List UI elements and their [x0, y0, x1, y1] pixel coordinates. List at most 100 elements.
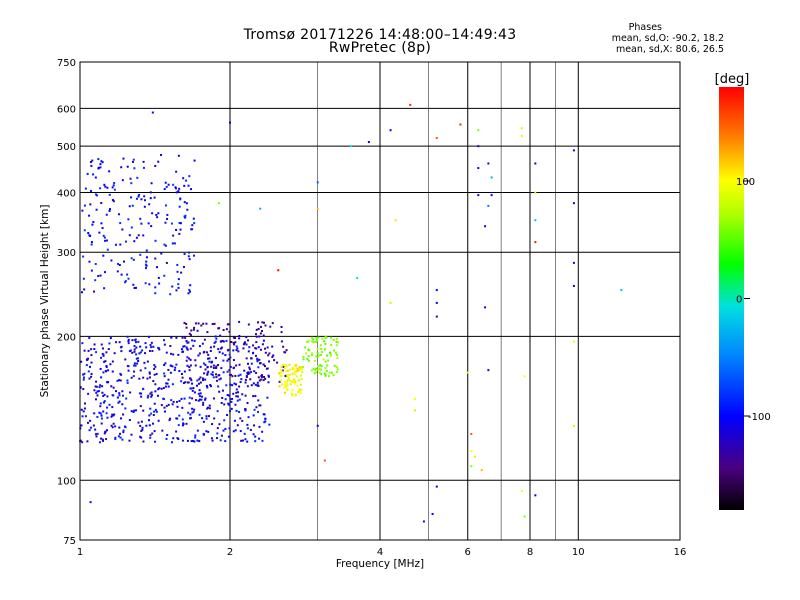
colorbar-ticks: 100 0 -100 — [736, 177, 771, 423]
data-point — [319, 364, 322, 367]
data-point — [249, 378, 252, 381]
data-point — [186, 347, 189, 350]
data-point — [149, 197, 152, 200]
data-point — [130, 433, 133, 436]
data-point — [307, 359, 310, 362]
data-point — [165, 185, 168, 188]
data-point — [286, 374, 289, 377]
y-tick-label: 75 — [63, 536, 76, 547]
data-point — [246, 371, 249, 374]
data-point — [316, 181, 319, 184]
data-point — [293, 382, 296, 385]
data-point — [202, 362, 205, 365]
data-point — [243, 432, 246, 435]
data-point — [202, 433, 205, 436]
data-point — [208, 357, 211, 360]
data-point — [149, 191, 152, 194]
data-point — [107, 348, 110, 351]
data-point — [188, 288, 191, 291]
data-point — [197, 322, 200, 325]
data-point — [82, 277, 85, 280]
data-point — [102, 354, 105, 357]
data-point — [262, 363, 265, 366]
data-point — [171, 383, 174, 386]
data-point — [223, 419, 226, 422]
data-point — [141, 349, 144, 352]
data-point — [314, 340, 317, 343]
data-point — [149, 436, 152, 439]
data-point — [174, 187, 177, 190]
data-point — [165, 261, 168, 264]
data-point — [149, 344, 152, 347]
data-point — [144, 352, 147, 355]
data-point — [264, 377, 267, 380]
data-point — [139, 253, 142, 256]
data-point — [207, 415, 210, 418]
data-point — [123, 425, 126, 428]
data-point — [260, 378, 263, 381]
data-point — [180, 271, 183, 274]
data-point — [145, 424, 148, 427]
data-point — [139, 345, 142, 348]
data-point — [157, 388, 160, 391]
data-point — [191, 224, 194, 227]
data-point — [232, 392, 235, 395]
data-point — [324, 348, 327, 351]
data-point — [248, 368, 251, 371]
data-point — [232, 336, 235, 339]
data-point — [132, 283, 135, 286]
data-point — [213, 345, 216, 348]
data-point — [197, 399, 200, 402]
data-point — [133, 370, 136, 373]
data-point — [300, 367, 303, 370]
data-point — [336, 368, 339, 371]
data-point — [111, 360, 114, 363]
data-point — [299, 389, 302, 392]
data-point — [106, 406, 109, 409]
data-point — [210, 437, 213, 440]
data-point — [111, 406, 114, 409]
data-point — [470, 465, 473, 468]
data-point — [137, 340, 140, 343]
data-point — [267, 375, 270, 378]
data-point — [113, 188, 116, 191]
data-point — [110, 259, 113, 262]
data-point — [147, 222, 150, 225]
data-point — [175, 400, 178, 403]
data-point — [87, 357, 90, 360]
data-point — [118, 341, 121, 344]
data-point — [146, 377, 149, 380]
data-point — [197, 392, 200, 395]
data-point — [110, 415, 113, 418]
colorbar-tick-label: 100 — [736, 177, 755, 188]
data-point — [192, 344, 195, 347]
data-point — [294, 394, 297, 397]
data-point — [175, 170, 178, 173]
data-point — [81, 209, 84, 212]
data-point — [191, 382, 194, 385]
data-point — [80, 408, 83, 411]
x-tick-label: 10 — [572, 547, 585, 558]
data-point — [218, 378, 221, 381]
data-point — [191, 389, 194, 392]
data-point — [175, 289, 178, 292]
data-point — [260, 330, 263, 333]
data-point — [83, 402, 86, 405]
data-point — [154, 239, 157, 242]
data-point — [209, 346, 212, 349]
data-point — [150, 346, 153, 349]
data-point — [88, 429, 91, 432]
data-point — [286, 375, 289, 378]
data-point — [164, 221, 167, 224]
data-point — [288, 373, 291, 376]
data-point — [99, 187, 102, 190]
data-point — [229, 356, 232, 359]
data-point — [320, 350, 323, 353]
data-point — [83, 372, 86, 375]
data-point — [116, 396, 119, 399]
data-point — [324, 360, 327, 363]
data-point — [103, 360, 106, 363]
data-point — [252, 351, 255, 354]
data-point — [315, 367, 318, 370]
data-point — [140, 395, 143, 398]
